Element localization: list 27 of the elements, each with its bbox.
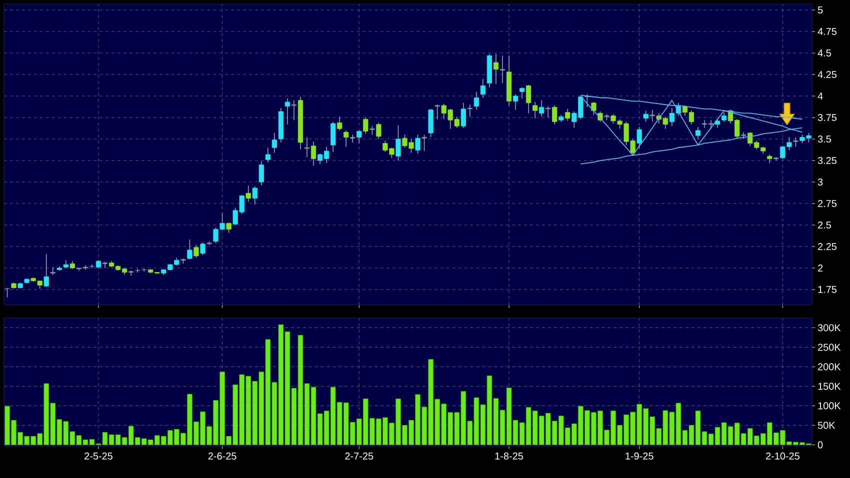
x-tick-label: 2-10-25 [766, 452, 800, 460]
y-tick-label: 2.5 [818, 221, 831, 229]
y-tick-label: 3 [818, 178, 823, 186]
y-tick-label: 2.25 [818, 242, 837, 250]
x-tick-label: 1-9-25 [626, 452, 654, 460]
y-tick-label: 5 [818, 6, 823, 14]
x-tick-label: 2-7-25 [345, 452, 374, 460]
y-tick-label: 4 [818, 92, 823, 100]
x-tick-label: 2-6-25 [208, 452, 236, 460]
y-tick-label: 150K [818, 382, 841, 390]
y-tick-label: 200K [818, 363, 841, 370]
y-tick-label: 1.75 [818, 286, 837, 293]
y-tick-label: 4.25 [818, 70, 837, 78]
y-tick-label: 2.75 [818, 200, 837, 208]
x-tick-label: 1-8-25 [495, 452, 523, 460]
x-tick-label: 2-5-25 [84, 452, 112, 460]
y-tick-label: 300K [818, 324, 841, 332]
y-tick-label: 0 [818, 441, 823, 448]
y-tick-label: 3.5 [818, 135, 831, 143]
y-tick-label: 250K [818, 344, 841, 351]
y-tick-label: 4.75 [818, 28, 837, 35]
y-tick-label: 100K [818, 402, 841, 410]
y-tick-label: 4.5 [818, 50, 831, 56]
y-tick-label: 3.75 [818, 114, 837, 122]
y-tick-label: 50K [818, 422, 836, 429]
y-tick-label: 3.25 [818, 156, 837, 164]
y-tick-label: 2 [818, 264, 823, 272]
